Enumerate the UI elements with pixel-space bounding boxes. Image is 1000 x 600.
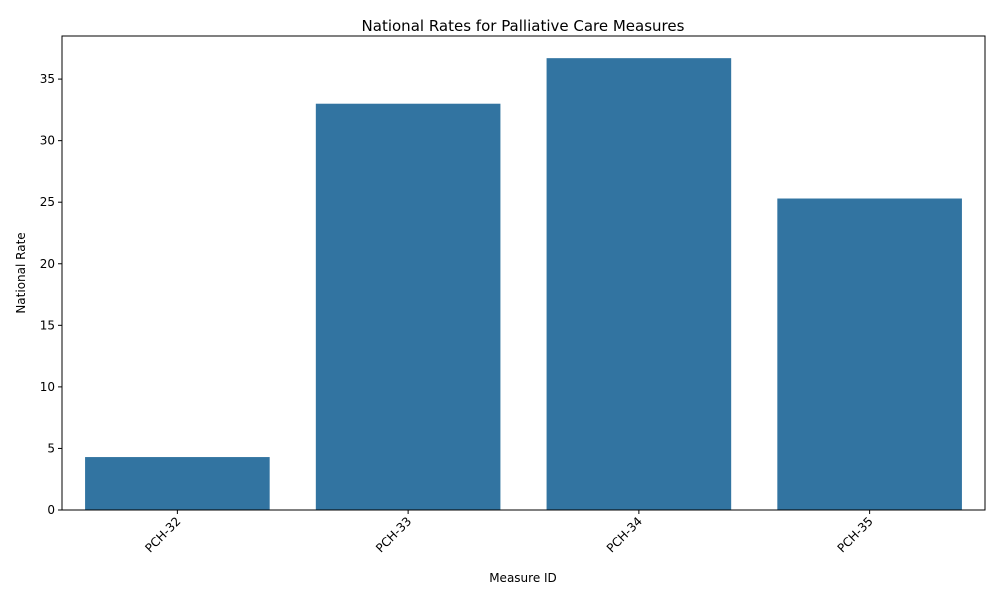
bar-pch-32	[85, 457, 270, 510]
y-axis-label: National Rate	[14, 232, 28, 313]
x-tick-label: PCH-33	[373, 514, 414, 555]
bar-pch-35	[777, 198, 962, 510]
plot-frame	[61, 35, 986, 511]
y-axis: 0 5 10 15 20 25 30 35	[40, 72, 62, 517]
y-tick-label: 20	[40, 257, 55, 271]
x-axis: PCH-32 PCH-33 PCH-34 PCH-35	[142, 510, 876, 555]
y-tick-label: 25	[40, 195, 55, 209]
y-tick-label: 5	[47, 441, 55, 455]
bar-pch-33	[315, 103, 501, 510]
x-tick-label: PCH-32	[142, 514, 183, 555]
y-tick-label: 0	[47, 503, 55, 517]
y-tick-label: 15	[40, 318, 55, 332]
y-tick-label: 35	[40, 72, 55, 86]
x-tick-label: PCH-35	[835, 514, 876, 555]
bar-pch-34	[546, 58, 732, 510]
x-axis-label: Measure ID	[489, 571, 557, 585]
x-tick-label: PCH-34	[604, 514, 645, 555]
y-tick-label: 30	[40, 134, 55, 148]
y-tick-label: 10	[40, 380, 55, 394]
chart-title: National Rates for Palliative Care Measu…	[362, 17, 685, 35]
bars-group	[85, 58, 962, 510]
